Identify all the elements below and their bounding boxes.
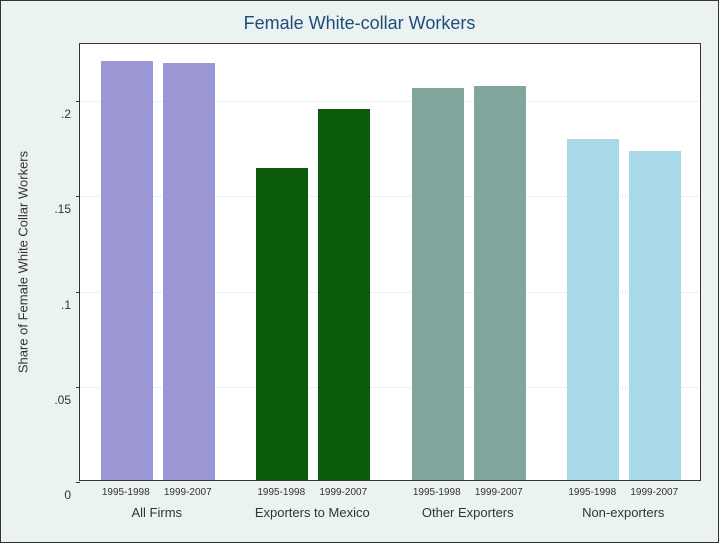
period-label: 1999-2007 bbox=[630, 487, 678, 498]
period-label: 1999-2007 bbox=[319, 487, 367, 498]
bar bbox=[318, 109, 370, 480]
period-label: 1995-1998 bbox=[257, 487, 305, 498]
ytick-label: .15 bbox=[1, 202, 71, 216]
bar bbox=[412, 88, 464, 480]
ytick-label: .2 bbox=[1, 107, 71, 121]
group-label: Non-exporters bbox=[582, 505, 664, 520]
period-label: 1995-1998 bbox=[413, 487, 461, 498]
ytick-mark bbox=[76, 292, 80, 293]
bar bbox=[629, 151, 681, 480]
chart-title: Female White-collar Workers bbox=[1, 13, 718, 34]
bar bbox=[567, 139, 619, 480]
plot-border bbox=[79, 43, 701, 481]
period-label: 1999-2007 bbox=[475, 487, 523, 498]
bar bbox=[163, 63, 215, 480]
group-label: Exporters to Mexico bbox=[255, 505, 370, 520]
ytick-label: 0 bbox=[1, 488, 71, 502]
period-label: 1995-1998 bbox=[102, 487, 150, 498]
group-label: Other Exporters bbox=[422, 505, 514, 520]
plot-area bbox=[80, 44, 700, 480]
ytick-mark bbox=[76, 482, 80, 483]
ytick-label: .1 bbox=[1, 298, 71, 312]
bar bbox=[474, 86, 526, 480]
ytick-mark bbox=[76, 101, 80, 102]
bar bbox=[256, 168, 308, 480]
chart-container: Female White-collar Workers 0.05.1.15.2 … bbox=[0, 0, 719, 543]
ytick-mark bbox=[76, 387, 80, 388]
bar bbox=[101, 61, 153, 480]
group-label: All Firms bbox=[131, 505, 182, 520]
ytick-mark bbox=[76, 196, 80, 197]
period-label: 1999-2007 bbox=[164, 487, 212, 498]
y-axis-label: Share of Female White Collar Workers bbox=[16, 151, 31, 373]
ytick-label: .05 bbox=[1, 393, 71, 407]
period-label: 1995-1998 bbox=[568, 487, 616, 498]
